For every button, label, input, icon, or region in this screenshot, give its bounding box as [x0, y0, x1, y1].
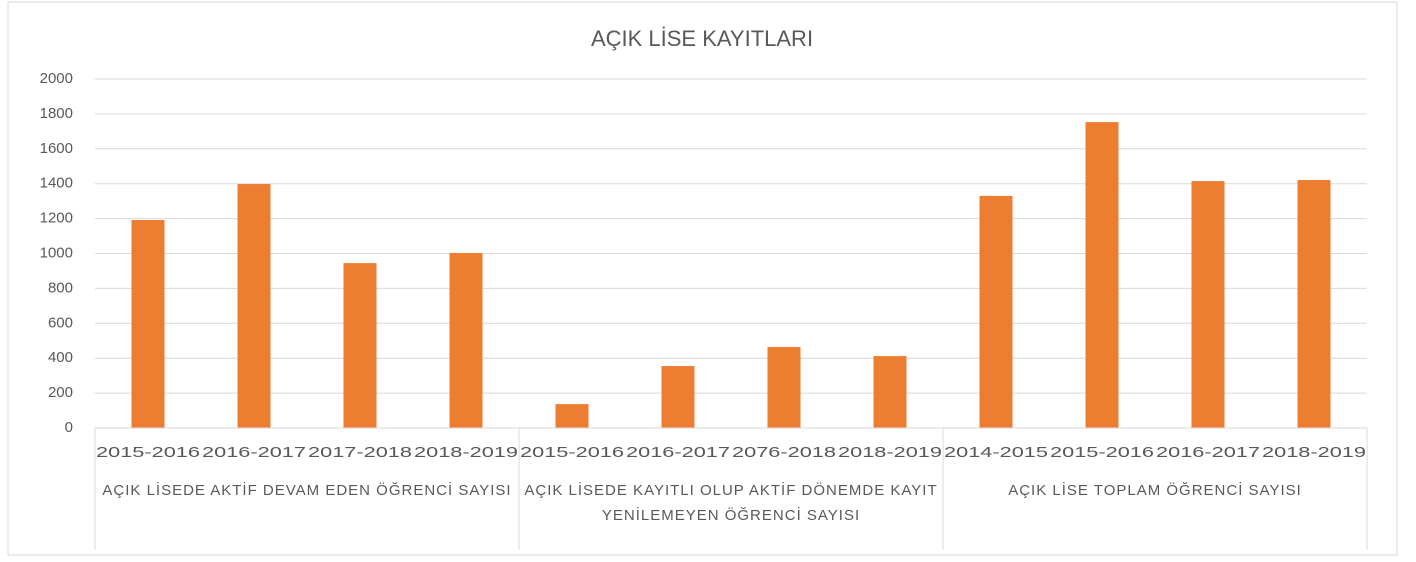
group-label: AÇIK LİSEDE KAYITLI OLUP AKTİF DÖNEMDE K…	[524, 482, 938, 524]
y-tick-label: 800	[48, 279, 73, 296]
x-tick-label: 2015-2016	[1050, 444, 1154, 461]
x-tick-label: 2018-2019	[1262, 444, 1366, 461]
x-tick-label: 2016-2017	[1156, 444, 1260, 461]
y-tick-label: 0	[65, 419, 73, 436]
bar	[343, 263, 377, 428]
group-label: AÇIK LİSEDE AKTİF DEVAM EDEN ÖĞRENCİ SAY…	[102, 482, 512, 499]
bar	[979, 195, 1013, 428]
y-tick-label: 1800	[40, 105, 73, 122]
group-label-box: AÇIK LİSEDE AKTİF DEVAM EDEN ÖĞRENCİ SAY…	[102, 482, 512, 499]
group-label: AÇIK LİSE TOPLAM ÖĞRENCİ SAYISI	[1008, 482, 1302, 499]
y-tick-label: 1600	[40, 140, 73, 157]
x-tick-label: 2016-2017	[202, 444, 306, 461]
bar	[1191, 181, 1225, 428]
bar	[237, 184, 271, 428]
bar	[661, 366, 695, 428]
y-tick-label: 2000	[40, 70, 73, 87]
chart-title: AÇIK LİSE KAYITLARI	[591, 26, 813, 51]
x-tick-label: 2076-2018	[732, 444, 836, 461]
y-tick-label: 200	[48, 384, 73, 401]
x-tick-label: 2016-2017	[626, 444, 730, 461]
x-tick-label: 2017-2018	[308, 444, 412, 461]
x-tick-label: 2018-2019	[838, 444, 942, 461]
x-tick-label: 2014-2015	[944, 444, 1048, 461]
chart-border	[7, 1, 1398, 556]
y-tick-label: 1200	[40, 210, 73, 227]
group-label-box: AÇIK LİSE TOPLAM ÖĞRENCİ SAYISI	[1008, 482, 1302, 499]
x-tick-label: 2018-2019	[414, 444, 518, 461]
x-tick-label: 2015-2016	[520, 444, 624, 461]
bar	[555, 404, 589, 428]
bar	[873, 356, 907, 428]
bar	[449, 252, 483, 428]
y-tick-label: 400	[48, 349, 73, 366]
y-tick-label: 1000	[40, 244, 73, 261]
bar	[131, 219, 165, 428]
bar	[1297, 180, 1331, 428]
y-tick-label: 1400	[40, 175, 73, 192]
group-label-box: AÇIK LİSEDE KAYITLI OLUP AKTİF DÖNEMDE K…	[524, 482, 938, 524]
bar	[1085, 122, 1119, 428]
x-tick-label: 2015-2016	[96, 444, 200, 461]
bar	[767, 347, 801, 428]
y-tick-label: 600	[48, 314, 73, 331]
